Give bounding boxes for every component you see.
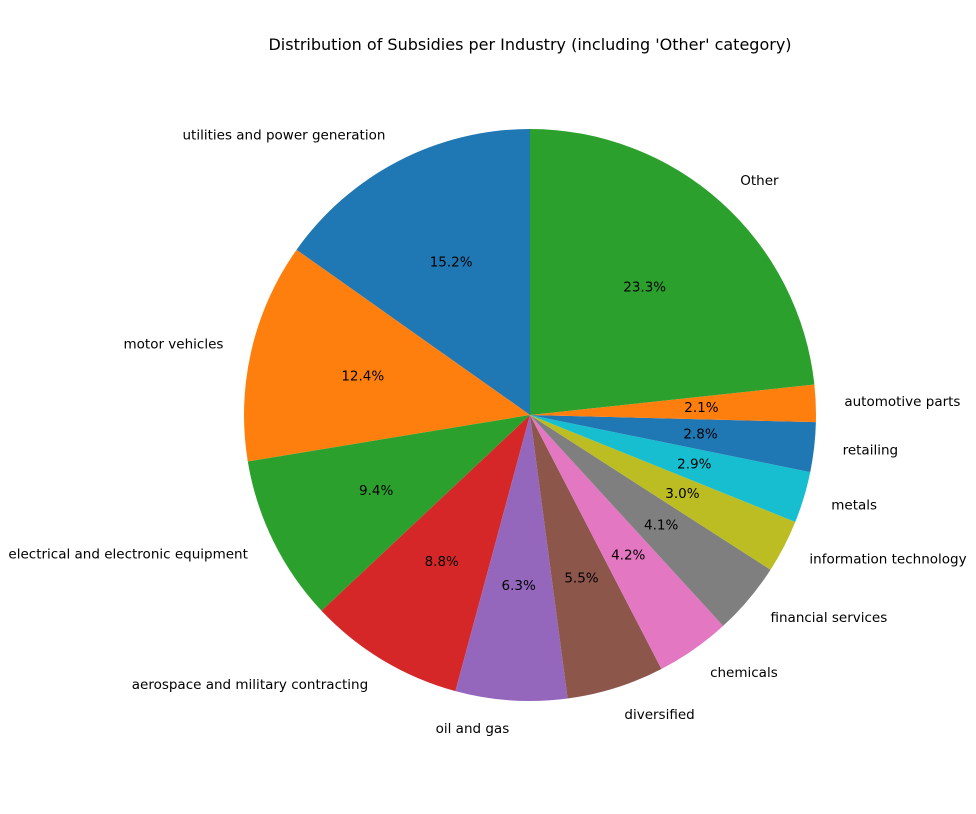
slice-percent-label: 3.0% <box>665 486 699 502</box>
slice-category-label: diversified <box>624 707 694 723</box>
slice-percent-label: 6.3% <box>502 578 536 594</box>
pie-labels: 15.2% utilities and power generation 12.4%… <box>8 128 966 737</box>
slice-category-label: automotive parts <box>844 394 960 410</box>
pie-slice <box>244 249 530 462</box>
slice-percent-label: 4.2% <box>611 548 645 564</box>
slice-category-label: motor vehicles <box>123 336 223 352</box>
pie-slice <box>530 415 816 473</box>
pie-slice <box>296 129 530 415</box>
slice-percent-label: 15.2% <box>430 255 473 271</box>
slice-category-label: aerospace and military contracting <box>132 677 368 693</box>
slice-percent-label: 4.1% <box>644 518 678 534</box>
pie-slice <box>321 415 530 692</box>
slice-percent-label: 5.5% <box>564 571 598 587</box>
slice-category-label: electrical and electronic equipment <box>8 546 247 562</box>
pie-slices <box>244 129 816 701</box>
slice-category-label: utilities and power generation <box>183 128 386 144</box>
slice-category-label: chemicals <box>710 665 778 681</box>
chart-title: Distribution of Subsidies per Industry (… <box>268 35 791 54</box>
slice-category-label: metals <box>831 498 877 514</box>
pie-slice <box>530 384 816 423</box>
pie-slice <box>530 415 811 522</box>
slice-category-label: Other <box>740 173 779 189</box>
pie-slice <box>530 129 815 415</box>
slice-percent-label: 12.4% <box>341 369 384 385</box>
slice-category-label: financial services <box>771 610 888 626</box>
slice-category-label: oil and gas <box>436 721 510 737</box>
pie-slice <box>530 415 771 626</box>
slice-percent-label: 2.8% <box>683 426 717 442</box>
slice-category-label: information technology <box>809 552 966 568</box>
pie-slice <box>530 415 724 670</box>
pie-slice <box>530 415 796 570</box>
pie-slice <box>530 415 662 699</box>
pie-slice <box>455 415 568 701</box>
pie-slice <box>247 415 531 611</box>
slice-percent-label: 23.3% <box>623 279 666 295</box>
slice-percent-label: 8.8% <box>425 554 459 570</box>
slice-category-label: retailing <box>843 443 899 459</box>
slice-percent-label: 2.1% <box>684 400 718 416</box>
slice-percent-label: 2.9% <box>677 456 711 472</box>
slice-percent-label: 9.4% <box>359 483 393 499</box>
